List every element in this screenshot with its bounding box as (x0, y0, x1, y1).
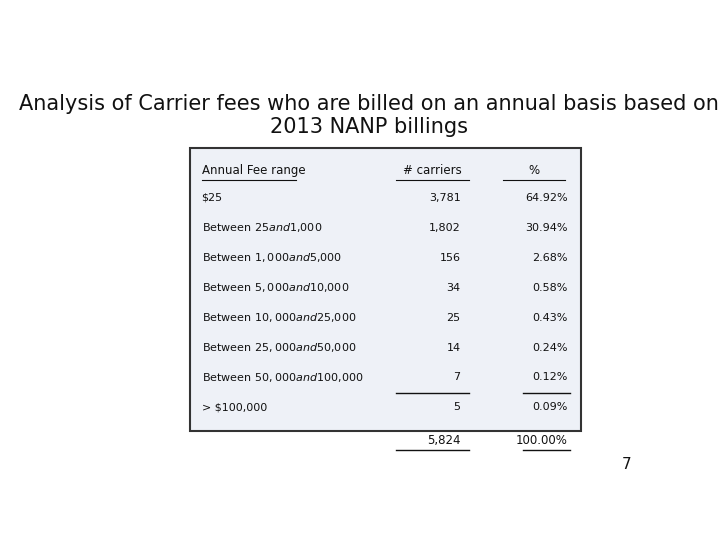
Text: 34: 34 (446, 282, 461, 293)
Text: 25: 25 (446, 313, 461, 322)
Text: Between $1,000 and $5,000: Between $1,000 and $5,000 (202, 251, 342, 264)
Text: Between $5,000 and $10,000: Between $5,000 and $10,000 (202, 281, 349, 294)
Text: Annual Fee range: Annual Fee range (202, 164, 305, 177)
Text: 1,802: 1,802 (429, 223, 461, 233)
Text: # carriers: # carriers (403, 164, 462, 177)
Text: Between $25,000 and $50,000: Between $25,000 and $50,000 (202, 341, 356, 354)
Text: 30.94%: 30.94% (525, 223, 567, 233)
Text: 100.00%: 100.00% (516, 434, 567, 447)
Text: 7: 7 (621, 457, 631, 472)
Text: %: % (528, 164, 540, 177)
Text: 0.24%: 0.24% (532, 342, 567, 353)
Text: Analysis of Carrier fees who are billed on an annual basis based on
2013 NANP bi: Analysis of Carrier fees who are billed … (19, 94, 719, 137)
Text: $25: $25 (202, 193, 222, 203)
Text: 0.09%: 0.09% (532, 402, 567, 413)
FancyBboxPatch shape (190, 148, 581, 431)
Text: 5: 5 (454, 402, 461, 413)
Text: 156: 156 (439, 253, 461, 263)
Text: 14: 14 (446, 342, 461, 353)
Text: 5,824: 5,824 (427, 434, 461, 447)
Text: 64.92%: 64.92% (525, 193, 567, 203)
Text: Between $25 and $1,000: Between $25 and $1,000 (202, 221, 322, 234)
Text: 7: 7 (454, 373, 461, 382)
Text: 3,781: 3,781 (429, 193, 461, 203)
Text: 0.12%: 0.12% (532, 373, 567, 382)
Text: > $100,000: > $100,000 (202, 402, 267, 413)
Text: Between $10,000 and $25,000: Between $10,000 and $25,000 (202, 311, 356, 324)
Text: 2.68%: 2.68% (532, 253, 567, 263)
Text: Between $50,000 and $100,000: Between $50,000 and $100,000 (202, 371, 363, 384)
Text: 0.58%: 0.58% (532, 282, 567, 293)
Text: 0.43%: 0.43% (532, 313, 567, 322)
